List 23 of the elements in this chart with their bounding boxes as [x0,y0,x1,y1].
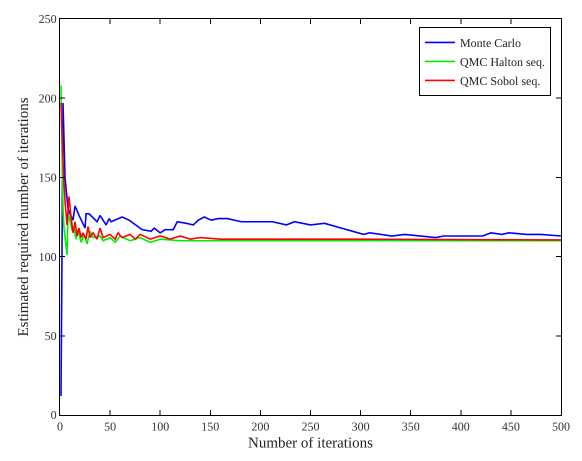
x-tick-label: 50 [104,419,116,434]
x-tick-label: 200 [251,419,270,434]
x-tick-label: 250 [302,419,320,434]
x-tick-label: 450 [502,419,520,434]
x-tick-label: 150 [201,419,220,434]
line-series [60,102,561,241]
legend-label: QMC Sobol seq. [460,74,540,88]
x-axis-title: Number of iterations [248,435,374,452]
line-series [60,102,561,397]
x-tick-label: 500 [552,419,570,434]
y-tick-label: 100 [38,250,57,264]
y-tick-label: 50 [44,329,57,343]
x-tick-label: 100 [151,419,170,434]
y-tick-label: 0 [50,408,57,422]
y-tick-label: 150 [38,170,57,185]
legend-label: QMC Halton seq. [460,55,545,70]
y-axis-title: Estimated required number of iterations [16,97,32,337]
y-tick-label: 200 [38,91,57,106]
y-tick-label: 250 [38,12,57,26]
x-tick-label: 400 [452,419,470,434]
x-tick-label: 300 [352,419,370,434]
legend-label: Monte Carlo [460,36,521,50]
x-tick-label: 350 [402,419,420,434]
